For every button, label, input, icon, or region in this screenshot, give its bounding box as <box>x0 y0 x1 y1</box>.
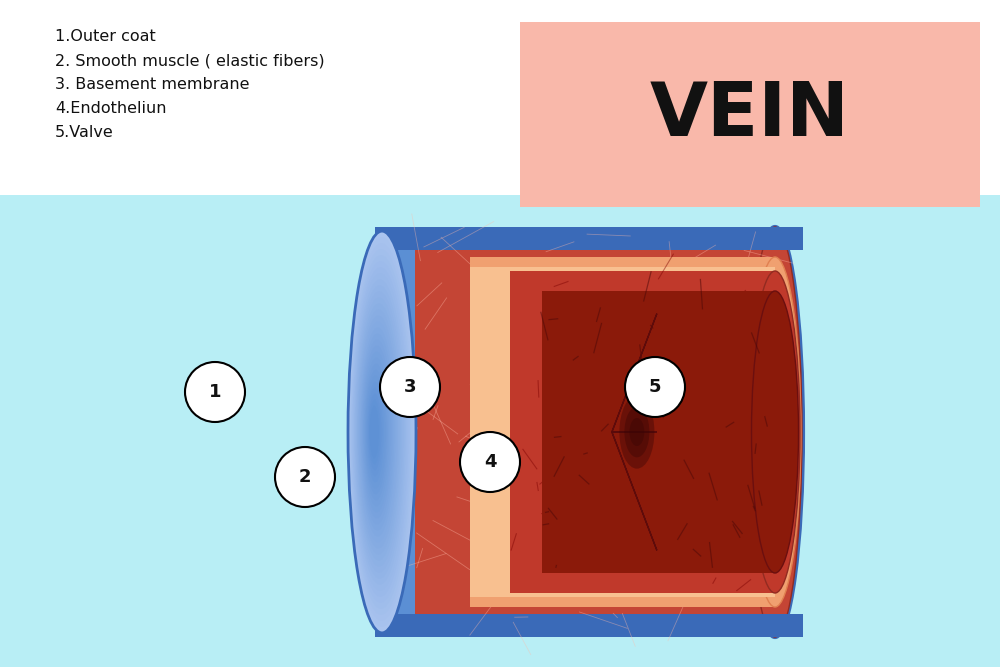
Ellipse shape <box>353 267 408 597</box>
Ellipse shape <box>363 352 390 512</box>
Ellipse shape <box>750 271 800 593</box>
Ellipse shape <box>368 388 383 476</box>
Bar <box>0 0 1000 217</box>
Bar <box>415 227 775 637</box>
Ellipse shape <box>350 249 412 615</box>
Text: 1: 1 <box>209 383 221 401</box>
Polygon shape <box>612 432 657 550</box>
Bar <box>520 22 980 207</box>
Ellipse shape <box>368 394 381 470</box>
Bar <box>375 227 775 637</box>
Ellipse shape <box>365 370 386 494</box>
Ellipse shape <box>748 227 802 637</box>
Ellipse shape <box>749 257 801 607</box>
Bar <box>470 267 775 597</box>
Ellipse shape <box>366 376 385 488</box>
Text: 2: 2 <box>299 468 311 486</box>
Bar <box>375 614 803 637</box>
Circle shape <box>275 447 335 507</box>
Bar <box>0 195 1000 667</box>
Ellipse shape <box>353 273 407 591</box>
Ellipse shape <box>629 418 644 446</box>
Circle shape <box>625 357 685 417</box>
Ellipse shape <box>364 358 389 506</box>
Bar <box>375 227 803 250</box>
Bar <box>542 291 775 573</box>
Ellipse shape <box>359 315 398 548</box>
Text: 3: 3 <box>404 378 416 396</box>
Ellipse shape <box>354 279 406 585</box>
Ellipse shape <box>357 303 401 560</box>
Ellipse shape <box>370 406 379 458</box>
Circle shape <box>380 357 440 417</box>
Ellipse shape <box>356 297 402 566</box>
Ellipse shape <box>752 291 798 573</box>
Bar <box>510 271 775 593</box>
Text: 1.Outer coat
2. Smooth muscle ( elastic fibers)
3. Basement membrane
4.Endotheli: 1.Outer coat 2. Smooth muscle ( elastic … <box>55 29 325 140</box>
Ellipse shape <box>350 243 413 621</box>
Ellipse shape <box>369 400 380 464</box>
Ellipse shape <box>348 231 416 633</box>
Ellipse shape <box>360 327 395 536</box>
Circle shape <box>185 362 245 422</box>
Ellipse shape <box>619 396 654 469</box>
Ellipse shape <box>352 261 410 603</box>
Ellipse shape <box>361 334 394 530</box>
Ellipse shape <box>362 346 392 518</box>
Ellipse shape <box>747 227 803 637</box>
Ellipse shape <box>624 407 649 458</box>
Ellipse shape <box>351 255 411 609</box>
Circle shape <box>460 432 520 492</box>
Text: 5: 5 <box>649 378 661 396</box>
Ellipse shape <box>355 285 404 579</box>
Ellipse shape <box>365 364 388 500</box>
Text: 4: 4 <box>484 453 496 471</box>
Ellipse shape <box>359 321 397 542</box>
Polygon shape <box>612 313 657 432</box>
Ellipse shape <box>362 340 393 524</box>
Ellipse shape <box>349 237 415 627</box>
Bar <box>470 257 775 607</box>
Text: VEIN: VEIN <box>650 79 850 151</box>
Ellipse shape <box>367 382 384 482</box>
Ellipse shape <box>356 291 403 573</box>
Ellipse shape <box>358 309 399 554</box>
